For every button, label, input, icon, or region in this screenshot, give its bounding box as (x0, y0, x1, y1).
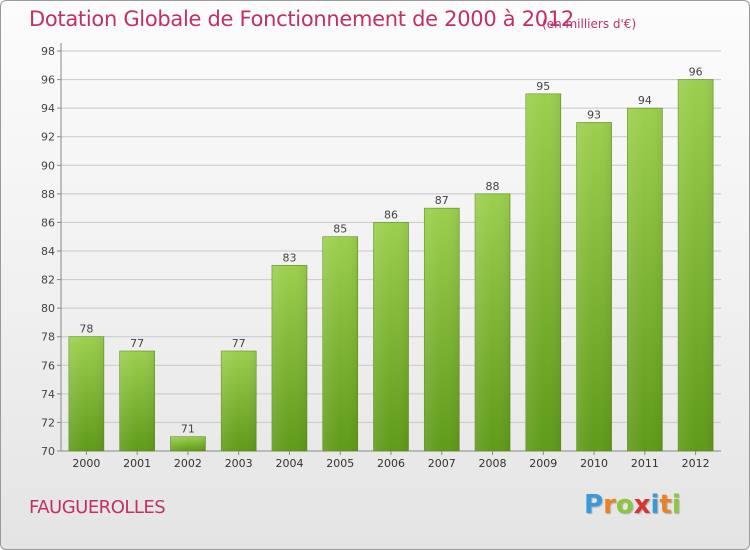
chart-unit-note: (en milliers d'€) (542, 17, 637, 31)
logo-letter: P (584, 490, 604, 520)
y-tick-label: 76 (41, 359, 55, 372)
y-tick-label: 98 (41, 45, 55, 58)
y-tick-label: 78 (41, 331, 55, 344)
bar-shine (576, 122, 612, 451)
x-tick-label: 2002 (174, 457, 202, 470)
y-tick-label: 72 (41, 416, 55, 429)
y-tick-label: 80 (41, 302, 55, 315)
data-label: 95 (536, 80, 550, 93)
y-tick-label: 94 (41, 102, 55, 115)
y-tick-label: 90 (41, 159, 55, 172)
x-tick-label: 2011 (631, 457, 659, 470)
bar-shine (424, 208, 460, 451)
y-tick-label: 86 (41, 216, 55, 229)
y-tick-label: 70 (41, 445, 55, 458)
x-tick-label: 2007 (428, 457, 456, 470)
bar-shine (119, 351, 155, 451)
bar-shine (322, 236, 358, 451)
data-label: 71 (181, 423, 195, 436)
bar-shine (271, 265, 307, 451)
x-tick-label: 2012 (682, 457, 710, 470)
proxiti-logo: Proxiti (584, 490, 681, 520)
x-tick-label: 2003 (225, 457, 253, 470)
data-label: 77 (232, 337, 246, 350)
logo-letter: i (650, 490, 660, 520)
bars (68, 79, 714, 452)
data-labels: 78 77 71 77 83 85 86 87 88 95 93 94 96 (79, 66, 702, 436)
data-label: 94 (638, 94, 652, 107)
bar-shine (170, 436, 206, 451)
x-tick-label: 2008 (479, 457, 507, 470)
data-label: 78 (79, 323, 93, 336)
logo-letter: r (603, 490, 616, 520)
data-label: 86 (384, 208, 398, 221)
logo-letter: t (659, 490, 672, 520)
bar-shine (475, 193, 511, 451)
data-label: 85 (333, 223, 347, 236)
logo-letter: o (615, 490, 634, 520)
y-tick-label: 96 (41, 74, 55, 87)
bar-shine (678, 79, 714, 452)
y-tick-label: 74 (41, 388, 55, 401)
bar-shine (68, 336, 104, 451)
x-tick-label: 2005 (326, 457, 354, 470)
y-tick-label: 92 (41, 131, 55, 144)
x-tick-labels: 2000 2001 2002 2003 2004 2005 2006 2007 2008 2009… (72, 457, 709, 470)
y-tick-label: 82 (41, 274, 55, 287)
bar-shine (221, 351, 257, 451)
y-tick-label: 84 (41, 245, 55, 258)
data-label: 96 (689, 66, 703, 79)
chart-title: Dotation Globale de Fonctionnement de 20… (29, 7, 574, 31)
x-tick-label: 2006 (377, 457, 405, 470)
data-label: 83 (282, 251, 296, 264)
town-name: FAUGUEROLLES (29, 497, 166, 518)
bar-shine (627, 108, 663, 452)
x-tick-label: 2000 (72, 457, 100, 470)
data-label: 93 (587, 108, 601, 121)
x-tick-label: 2009 (529, 457, 557, 470)
x-tick-label: 2004 (275, 457, 303, 470)
logo-letter: i (671, 490, 681, 520)
data-label: 87 (435, 194, 449, 207)
logo-letter: x (633, 490, 651, 520)
data-label: 77 (130, 337, 144, 350)
y-tick-label: 88 (41, 188, 55, 201)
y-tick-labels: 70 72 74 76 78 80 82 84 86 88 90 92 94 96 98 (41, 45, 55, 458)
data-label: 88 (486, 180, 500, 193)
x-tick-label: 2010 (580, 457, 608, 470)
bar-shine (525, 93, 561, 451)
x-tick-label: 2001 (123, 457, 151, 470)
bar-shine (373, 222, 409, 451)
